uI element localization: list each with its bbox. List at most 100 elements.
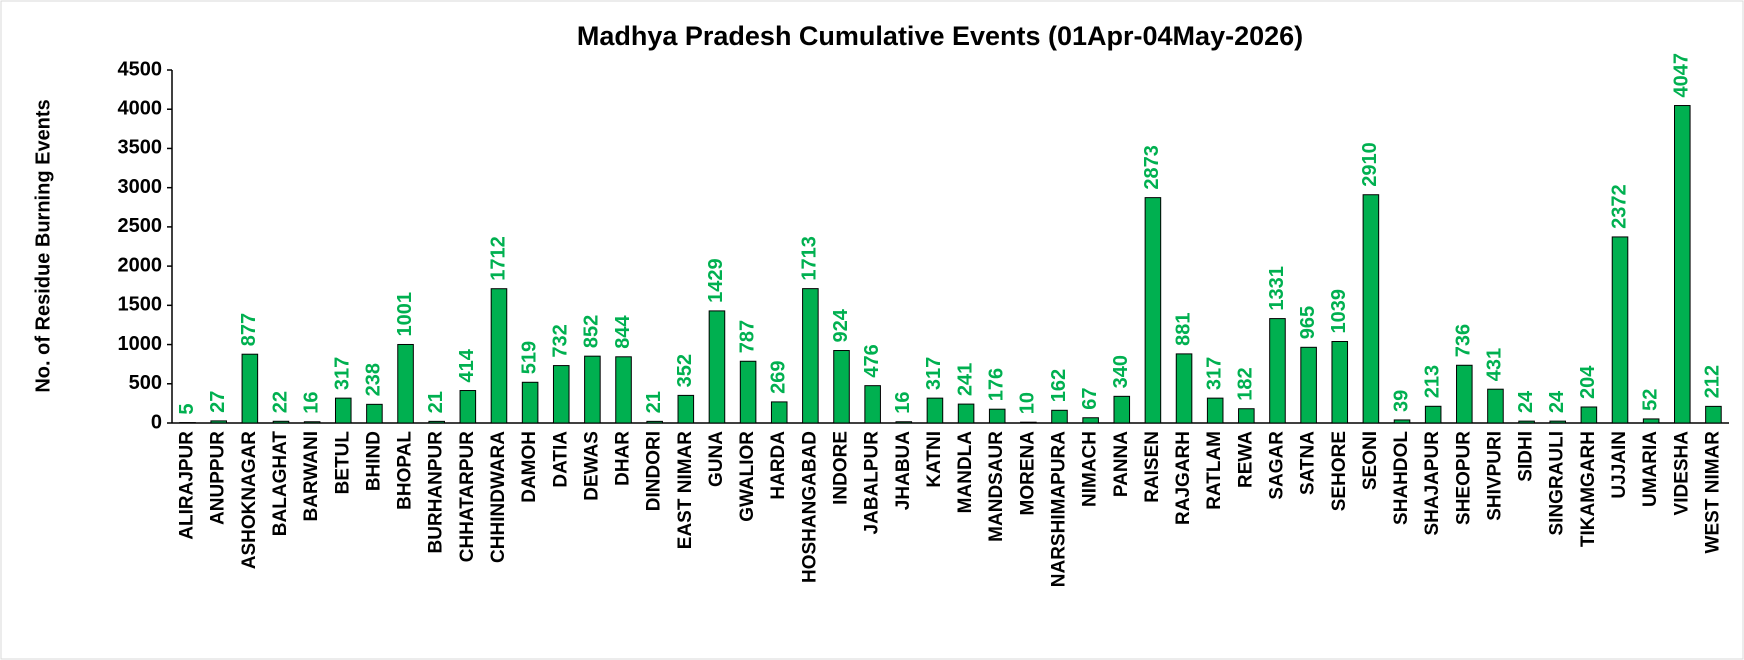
bar [802, 288, 819, 424]
x-tick-label: DAMOH [519, 431, 540, 503]
y-tick-label: 1000 [118, 333, 163, 355]
bar [1300, 346, 1317, 424]
value-label: 852 [581, 315, 603, 348]
bar [926, 397, 944, 424]
x-tick-label: REWA [1235, 431, 1256, 488]
x-tick-label: MANDLA [955, 431, 976, 514]
x-tick-label: SIDHI [1516, 431, 1537, 482]
x-tick-label: TIKAMGARH [1578, 431, 1599, 547]
bar [1456, 364, 1473, 424]
bar [584, 355, 601, 424]
x-tick-label: RAJGARH [1173, 431, 1194, 525]
bar [303, 421, 321, 424]
x-tick-label: DEWAS [581, 431, 602, 501]
x-tick-label: UJJAIN [1609, 431, 1630, 499]
x-tick-label: JHABUA [893, 431, 914, 510]
value-label: 787 [736, 320, 758, 353]
y-axis-label: No. of Residue Burning Events [32, 99, 54, 392]
value-label: 24 [1515, 390, 1537, 413]
bar [334, 397, 352, 424]
y-tick-label: 1500 [118, 294, 163, 316]
x-tick-label: NIMACH [1080, 431, 1101, 507]
value-label: 1331 [1266, 266, 1288, 311]
x-tick-label: GWALIOR [737, 431, 758, 522]
x-tick-label: KATNI [924, 431, 945, 488]
bar [1175, 353, 1193, 424]
x-tick-label: BHIND [363, 431, 384, 491]
x-tick-label: RATLAM [1204, 431, 1225, 510]
value-label: 241 [954, 363, 976, 396]
x-tick-label: ALIRAJPUR [177, 431, 198, 540]
value-label: 67 [1079, 387, 1101, 409]
value-label: 1712 [487, 236, 509, 281]
x-tick-label: GUNA [706, 431, 727, 487]
value-label: 317 [923, 357, 945, 390]
bar [490, 288, 508, 424]
value-label: 1713 [799, 236, 821, 281]
x-tick-label: MORENA [1017, 431, 1038, 516]
value-label: 2873 [1141, 145, 1163, 190]
bar [1020, 421, 1037, 424]
value-label: 10 [1017, 392, 1039, 414]
bar [708, 310, 726, 424]
x-tick-label: RAISEN [1142, 431, 1163, 503]
bar [459, 390, 477, 424]
bar [1238, 408, 1255, 424]
value-label: 352 [674, 354, 696, 387]
x-tick-label: DATIA [550, 431, 571, 488]
bar [428, 420, 445, 424]
y-tick-label: 2000 [118, 254, 163, 276]
y-tick-label: 4500 [118, 58, 163, 80]
value-label: 204 [1577, 365, 1599, 399]
x-tick-label: BURHANPUR [426, 431, 447, 554]
x-tick-label: SATNA [1298, 431, 1319, 495]
value-label: 317 [1203, 357, 1225, 390]
bar [1393, 419, 1411, 424]
value-label: 213 [1421, 365, 1443, 398]
value-label: 1039 [1328, 289, 1350, 334]
value-label: 162 [1048, 369, 1070, 402]
x-tick-label: BHOPAL [395, 431, 416, 510]
bar [833, 350, 850, 424]
x-tick-label: WEST NIMAR [1702, 431, 1723, 554]
bar [1051, 409, 1068, 424]
y-tick-label: 500 [129, 372, 162, 394]
value-label: 21 [643, 391, 665, 413]
bar [241, 353, 259, 424]
bar [1424, 405, 1442, 424]
x-tick-label: ANUPPUR [208, 431, 229, 525]
x-tick-label: CHHINDWARA [488, 431, 509, 563]
value-label: 22 [269, 391, 291, 413]
x-tick-label: HOSHANGABAD [799, 431, 820, 583]
value-label: 24 [1546, 390, 1568, 413]
value-label: 52 [1639, 389, 1661, 411]
x-tick-label: SEONI [1360, 431, 1381, 490]
bar [1269, 318, 1286, 424]
bar [646, 420, 663, 424]
value-label: 4047 [1671, 53, 1693, 98]
y-tick-label: 3500 [118, 137, 163, 159]
value-label: 269 [768, 361, 790, 394]
value-label: 176 [985, 368, 1007, 401]
value-label: 2372 [1608, 184, 1630, 229]
y-tick-label: 2500 [118, 215, 163, 237]
value-label: 1001 [394, 292, 416, 337]
x-tick-label: DHAR [613, 431, 634, 486]
y-tick-label: 0 [151, 411, 162, 433]
x-tick-label: UMARIA [1640, 431, 1661, 507]
x-tick-label: SHEOPUR [1453, 431, 1474, 525]
value-label: 39 [1390, 390, 1412, 412]
x-tick-label: SHAJAPUR [1422, 431, 1443, 536]
value-label: 414 [456, 348, 478, 382]
x-tick-label: CHHATARPUR [457, 431, 478, 563]
bar [1082, 417, 1099, 424]
bar [615, 356, 632, 424]
value-label: 182 [1235, 367, 1257, 400]
bar [1206, 397, 1224, 424]
x-tick-label: EAST NIMAR [675, 431, 696, 550]
bar [957, 403, 975, 424]
value-label: 924 [830, 308, 852, 342]
x-tick-label: JABALPUR [862, 431, 883, 535]
value-label: 27 [207, 391, 229, 413]
